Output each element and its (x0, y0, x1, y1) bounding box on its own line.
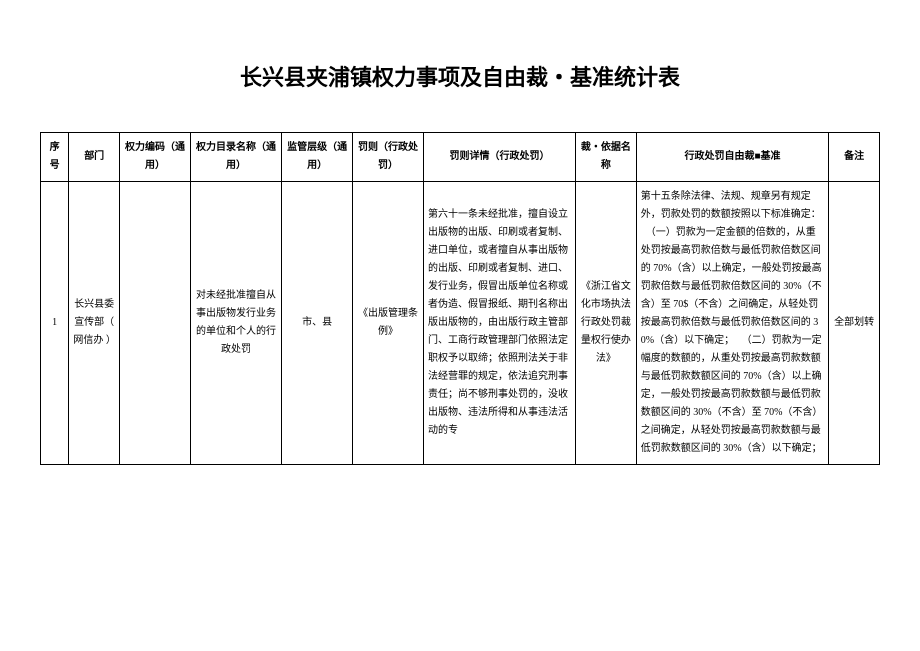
header-std: 行政处罚自由裁■基准 (636, 133, 829, 182)
cell-seq: 1 (41, 182, 69, 465)
header-rule: 罚则（行政处罚） (353, 133, 424, 182)
cell-level: 市、县 (282, 182, 353, 465)
table-row: 1 长兴县委宣传部（ 网信办 ） 对未经批准擅自从事出版物发行业务的单位和个人的… (41, 182, 880, 465)
header-dept: 部门 (69, 133, 120, 182)
cell-rule: 《出版管理条例》 (353, 182, 424, 465)
header-level: 监管层级（通用） (282, 133, 353, 182)
header-row: 序号 部门 权力编码（通用） 权力目录名称（通用） 监管层级（通用） 罚则（行政… (41, 133, 880, 182)
cell-std: 第十五条除法律、法规、规章另有规定外，罚款处罚的数额按照以下标准确定： （一）罚… (636, 182, 829, 465)
header-code: 权力编码（通用） (120, 133, 191, 182)
cell-note: 全部划转 (829, 182, 880, 465)
cell-dept: 长兴县委宣传部（ 网信办 ） (69, 182, 120, 465)
cell-name: 对未经批准擅自从事出版物发行业务的单位和个人的行政处罚 (190, 182, 281, 465)
header-basis: 裁・依据名称 (575, 133, 636, 182)
page-title: 长兴县夹浦镇权力事项及自由裁・基准统计表 (40, 60, 880, 92)
cell-basis: 《浙江省文化市场执法行政处罚裁量权行使办法》 (575, 182, 636, 465)
header-note: 备注 (829, 133, 880, 182)
authority-table: 序号 部门 权力编码（通用） 权力目录名称（通用） 监管层级（通用） 罚则（行政… (40, 132, 880, 465)
cell-detail: 第六十一条未经批准，擅自设立出版物的出版、印刷或者复制、进口单位，或者擅自从事出… (423, 182, 575, 465)
header-detail: 罚则详情（行政处罚） (423, 133, 575, 182)
cell-code (120, 182, 191, 465)
header-seq: 序号 (41, 133, 69, 182)
header-name: 权力目录名称（通用） (190, 133, 281, 182)
